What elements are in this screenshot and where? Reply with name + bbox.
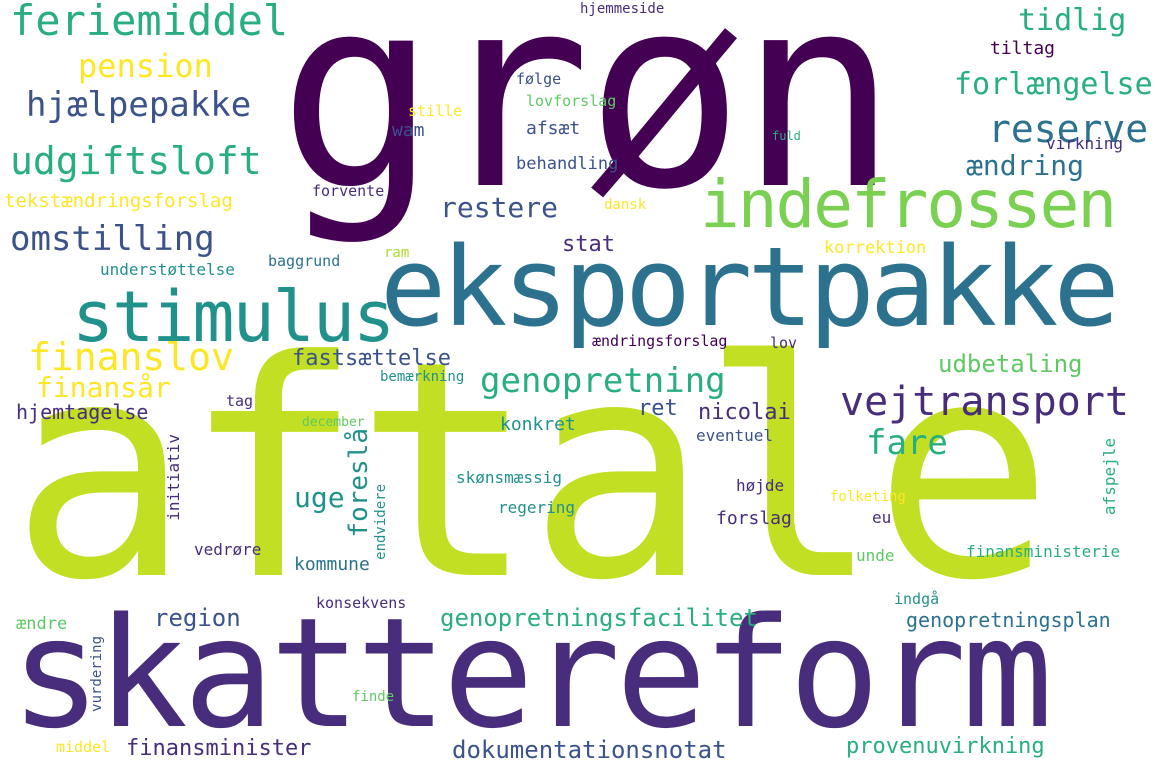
word-uge: uge — [294, 481, 345, 514]
word-forslag: forslag — [716, 508, 792, 529]
word-genopretningsfacilitet: genopretningsfacilitet — [440, 604, 758, 632]
word-tag: tag — [226, 392, 254, 410]
word-december: december — [302, 415, 365, 430]
word-aftale: aftale — [10, 297, 1054, 646]
word-finde: finde — [352, 689, 395, 705]
word-hjemtagelse: hjemtagelse — [16, 400, 149, 424]
word-fastsaettelse: fastsættelse — [292, 346, 451, 371]
word-understottelse: understøttelse — [100, 260, 235, 279]
word-feriemiddel: feriemiddel — [10, 0, 289, 45]
word-forvente: forvente — [312, 182, 385, 200]
word-finansministerie: finansministerie — [966, 542, 1121, 561]
word-lov: lov — [770, 334, 798, 352]
word-indefrossen: indefrossen — [700, 166, 1117, 243]
word-tiltag: tiltag — [990, 38, 1056, 59]
word-afspejle: afspejle — [1100, 438, 1119, 516]
word-pension: pension — [78, 47, 213, 85]
word-initiativ: initiativ — [164, 434, 183, 521]
word-tekstaendringsforslag: tekstændringsforslag — [4, 190, 233, 212]
word-hojde: højde — [736, 476, 785, 495]
word-fare: fare — [866, 423, 948, 463]
word-folge: følge — [516, 70, 562, 88]
word-konkret: konkret — [500, 414, 576, 435]
word-dokumentationsnotat: dokumentationsnotat — [452, 736, 727, 764]
word-konsekvens: konsekvens — [316, 594, 407, 612]
word-omstilling: omstilling — [10, 219, 215, 259]
word-wam: wam — [392, 120, 425, 141]
word-nicolai: nicolai — [698, 400, 791, 425]
word-reserve: reserve — [988, 107, 1149, 151]
word-udbetaling: udbetaling — [938, 350, 1083, 378]
word-ret: ret — [638, 396, 678, 421]
word-unde: unde — [856, 546, 895, 565]
word-endvidere: endvidere — [373, 484, 389, 560]
word-skattereform: skattereform — [10, 585, 1053, 762]
word-tidlig: tidlig — [1018, 3, 1127, 38]
word-virkning: virkning — [1046, 134, 1124, 153]
word-bemaerkning: bemærkning — [380, 369, 465, 385]
word-afsaet: afsæt — [526, 118, 581, 139]
word-finanslov: finanslov — [28, 335, 234, 379]
word-regering: regering — [498, 498, 576, 517]
word-hjemmeside: hjemmeside — [580, 1, 665, 17]
word-genopretningsplan: genopretningsplan — [906, 608, 1111, 632]
word-eksportpakke: eksportpakke — [380, 223, 1120, 351]
word-finansminister: finansminister — [126, 736, 312, 761]
word-stat: stat — [562, 232, 615, 257]
word-skonsmaessig: skønsmæssig — [456, 468, 562, 487]
word-ram: ram — [384, 245, 410, 261]
word-vurdering: vurdering — [89, 636, 105, 712]
word-middel: middel — [56, 738, 111, 756]
word-forlaengelse: forlængelse — [954, 67, 1153, 102]
word-eu: eu — [872, 508, 892, 527]
word-eventuel: eventuel — [696, 426, 774, 445]
word-aendringsforslag: ændringsforslag — [592, 332, 728, 350]
word-aendring: ændring — [966, 149, 1085, 182]
word-fuld: fuld — [772, 129, 801, 143]
word-gron: grøn — [278, 0, 898, 248]
word-aendre: ændre — [16, 614, 68, 634]
word-kommune: kommune — [294, 554, 370, 575]
word-lovforslag: lovforslag — [526, 92, 617, 110]
word-korrektion: korrektion — [824, 238, 927, 258]
word-indgaa: indgå — [894, 590, 940, 608]
word-provenuvirkning: provenuvirkning — [846, 734, 1045, 759]
word-region: region — [154, 604, 241, 632]
word-genopretning: genopretning — [480, 361, 726, 401]
word-vejtransport: vejtransport — [840, 379, 1129, 425]
word-behandling: behandling — [516, 154, 619, 174]
word-finansaar: finansår — [36, 371, 171, 404]
word-hjaelpepakke: hjælpepakke — [26, 85, 252, 125]
word-dansk: dansk — [604, 197, 647, 213]
word-stimulus: stimulus — [72, 276, 395, 358]
word-vedrore: vedrøre — [194, 540, 262, 559]
word-udgiftsloft: udgiftsloft — [10, 139, 262, 183]
word-folketing: folketing — [830, 489, 906, 505]
word-stille: stille — [408, 102, 463, 120]
word-foreslaa: foreslå — [344, 428, 374, 538]
word-baggrund: baggrund — [268, 252, 341, 270]
word-restere: restere — [440, 191, 559, 224]
